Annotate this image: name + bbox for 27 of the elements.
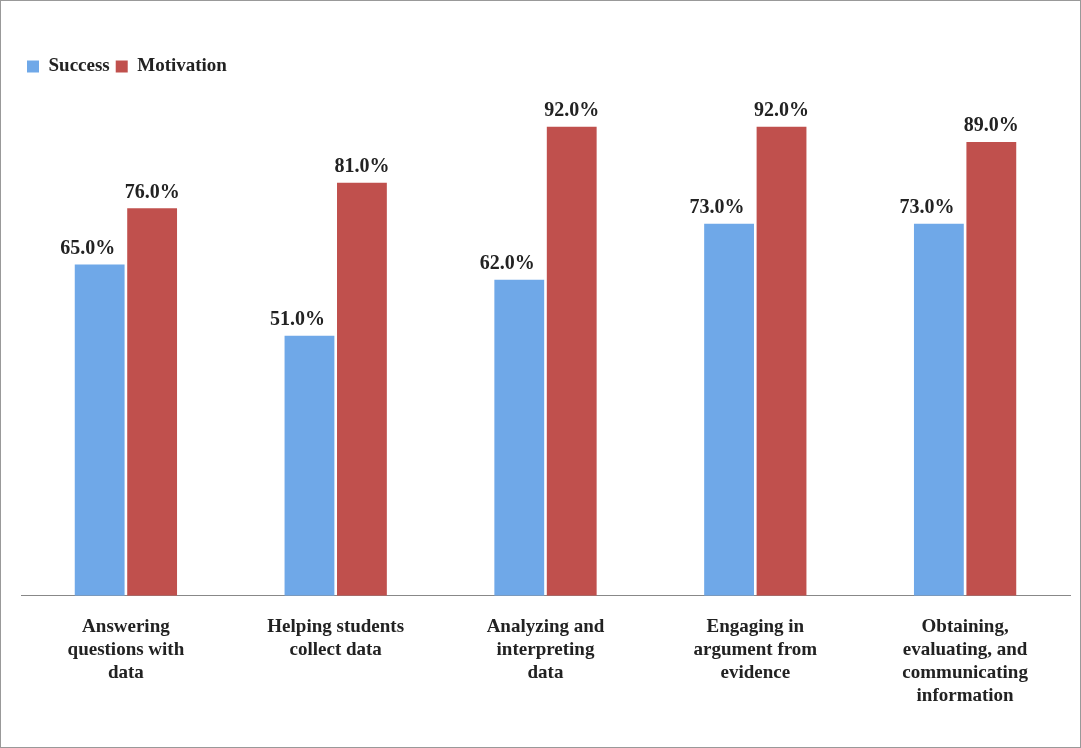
x-tick-label: Analyzing and interpreting data bbox=[486, 615, 605, 682]
x-tick-label: Obtaining, evaluating, and communicating information bbox=[902, 615, 1029, 705]
bar bbox=[74, 264, 125, 596]
data-label: 51.0% bbox=[269, 306, 325, 329]
bar bbox=[337, 182, 387, 596]
bar bbox=[546, 126, 597, 596]
legend-label: Success bbox=[48, 54, 110, 76]
x-tick-label: Engaging in argument from evidence bbox=[693, 615, 818, 682]
bar bbox=[494, 279, 545, 596]
data-label: 89.0% bbox=[963, 113, 1019, 136]
data-label: 76.0% bbox=[124, 179, 180, 202]
data-label: 81.0% bbox=[334, 154, 390, 177]
bar bbox=[913, 223, 964, 596]
data-label: 92.0% bbox=[754, 97, 810, 120]
data-label: 73.0% bbox=[899, 194, 955, 217]
data-label: 65.0% bbox=[60, 235, 116, 258]
bar bbox=[756, 126, 807, 596]
bar bbox=[704, 223, 754, 596]
bar bbox=[127, 208, 178, 596]
x-tick-label: Answering questions with data bbox=[67, 615, 185, 682]
data-label: 92.0% bbox=[544, 97, 600, 120]
data-label: 62.0% bbox=[479, 250, 535, 273]
bar bbox=[966, 142, 1017, 596]
data-label: 73.0% bbox=[689, 194, 745, 217]
bar bbox=[284, 335, 335, 596]
x-tick-label: Helping students collect data bbox=[267, 615, 405, 659]
legend-label: Motivation bbox=[137, 54, 228, 76]
